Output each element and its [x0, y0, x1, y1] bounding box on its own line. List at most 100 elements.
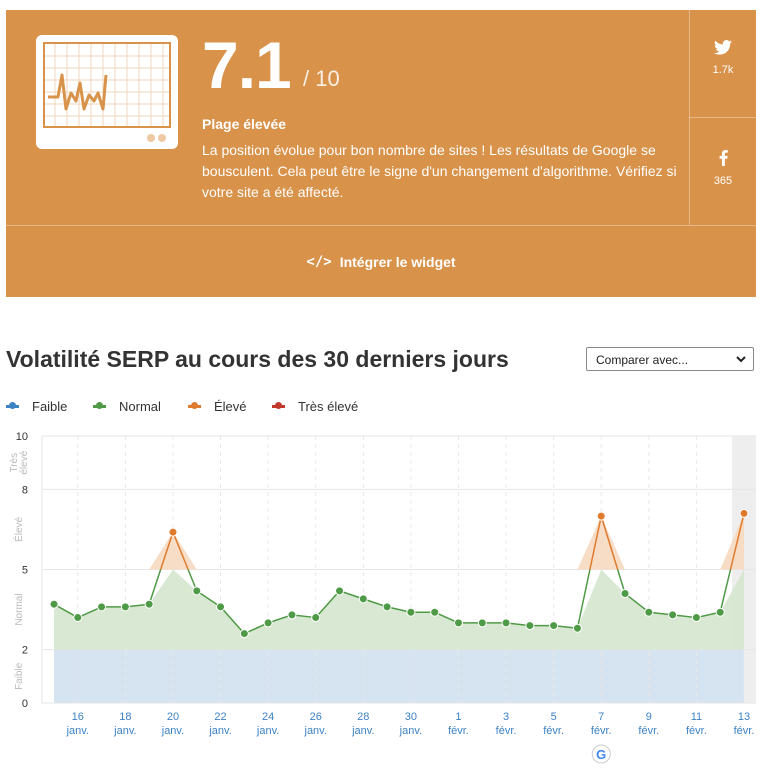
x-tick-label: janv. — [256, 725, 279, 737]
x-tick-label: 3 — [503, 711, 509, 723]
data-point — [715, 607, 725, 617]
band-label: Normal — [14, 593, 25, 625]
series-line-segment — [589, 515, 602, 570]
y-tick-label: 5 — [22, 565, 28, 577]
compare-dropdown-label: Comparer avec... — [596, 353, 689, 367]
data-point — [311, 613, 321, 623]
y-tick-label: 2 — [22, 645, 28, 657]
compare-dropdown[interactable]: Comparer avec... — [586, 347, 754, 371]
score-panel: 7.1 / 10 Plage élevée La position évolue… — [6, 10, 756, 225]
volatility-score: 7.1 — [202, 28, 292, 102]
y-tick-label: 8 — [22, 484, 28, 496]
x-tick-label: févr. — [638, 725, 659, 737]
x-tick-label: janv. — [399, 725, 422, 737]
divider — [689, 10, 690, 225]
data-point — [382, 602, 392, 612]
x-tick-label: févr. — [543, 725, 564, 737]
x-tick-label: 9 — [646, 711, 652, 723]
chart-title: Volatilité SERP au cours des 30 derniers… — [6, 346, 509, 372]
data-point — [192, 586, 202, 596]
x-tick-label: févr. — [496, 725, 517, 737]
data-point — [144, 599, 154, 609]
x-tick-label: 22 — [214, 711, 226, 723]
data-point — [239, 629, 249, 639]
series-line-segment — [315, 590, 341, 619]
y-tick-label: 10 — [16, 431, 28, 443]
high-area — [54, 513, 744, 570]
x-tick-label: janv. — [113, 725, 136, 737]
x-tick-label: 28 — [357, 711, 369, 723]
score-max: / 10 — [303, 66, 340, 91]
legend-label: Faible — [32, 399, 68, 414]
legend-label: Normal — [119, 399, 161, 414]
data-point — [501, 618, 511, 628]
facebook-count: 365 — [713, 175, 733, 187]
data-point — [73, 613, 83, 623]
x-tick-label: févr. — [734, 725, 755, 737]
normal-area — [54, 569, 744, 650]
data-point — [49, 599, 59, 609]
data-point — [668, 610, 678, 620]
series-line-segment — [196, 590, 221, 608]
data-point — [406, 607, 416, 617]
data-point — [430, 607, 440, 617]
x-tick-label: 5 — [551, 711, 557, 723]
x-tick-label: févr. — [591, 725, 612, 737]
data-point — [596, 511, 606, 521]
data-point — [263, 618, 273, 628]
x-tick-label: 16 — [72, 711, 84, 723]
data-point — [572, 623, 582, 633]
x-tick-label: janv. — [351, 725, 374, 737]
series-line-segment — [600, 515, 619, 570]
band-label: Trèsélevé — [9, 450, 30, 474]
x-tick-label: janv. — [161, 725, 184, 737]
series-line-segment — [729, 513, 745, 570]
x-tick-label: 11 — [691, 711, 702, 723]
embed-widget-button[interactable]: </> Intégrer le widget — [6, 226, 756, 297]
series-line-segment — [576, 569, 591, 629]
legend-swatch — [272, 402, 285, 409]
twitter-count: 1.7k — [712, 64, 734, 76]
legend-swatch — [188, 402, 201, 409]
data-point — [287, 610, 297, 620]
x-tick-label: févr. — [686, 725, 707, 737]
data-point — [644, 607, 654, 617]
band-label: Faible — [14, 662, 25, 690]
twitter-share-button[interactable]: 1.7k — [690, 40, 756, 76]
series-line-segment — [219, 606, 245, 635]
volatility-chart: 0 2 5 8 10 Faible Normal Élevé Trèsélevé 16 janv. 1… — [9, 431, 756, 764]
x-tick-label: 20 — [167, 711, 179, 723]
band-label: Élevé — [12, 517, 25, 542]
x-tick-label: 24 — [262, 711, 274, 723]
facebook-share-button[interactable]: 365 — [690, 150, 756, 187]
data-point — [620, 589, 630, 599]
google-logo-glyph: G — [596, 747, 606, 762]
series-line-segment — [159, 531, 174, 570]
x-tick-label: 13 — [738, 711, 750, 723]
data-point — [168, 527, 178, 537]
y-tick-label: 0 — [22, 698, 28, 710]
volatility-score-card: 7.1 / 10 Plage élevée La position évolue… — [6, 10, 756, 297]
legend-swatch — [93, 402, 106, 409]
series-line-segment — [624, 592, 650, 613]
data-point — [549, 621, 559, 631]
range-description: La position évolue pour bon nombre de si… — [202, 142, 677, 200]
facebook-icon — [719, 150, 728, 166]
x-tick-label: févr. — [448, 725, 469, 737]
x-tick-label: janv. — [304, 725, 327, 737]
x-tick-label: janv. — [208, 725, 231, 737]
legend-swatch — [6, 402, 19, 409]
series-line-segment — [53, 603, 79, 619]
x-tick-label: 26 — [310, 711, 322, 723]
data-point — [453, 618, 463, 628]
twitter-icon — [714, 40, 732, 55]
data-point — [691, 613, 701, 623]
range-label: Plage élevée — [202, 116, 287, 132]
x-tick-label: 7 — [598, 711, 604, 723]
band-faible — [54, 649, 744, 703]
chevron-down-icon — [736, 356, 746, 363]
code-icon: </> — [306, 253, 332, 270]
series-line-segment — [148, 569, 162, 605]
data-point — [97, 602, 107, 612]
x-tick-label: 30 — [405, 711, 417, 723]
